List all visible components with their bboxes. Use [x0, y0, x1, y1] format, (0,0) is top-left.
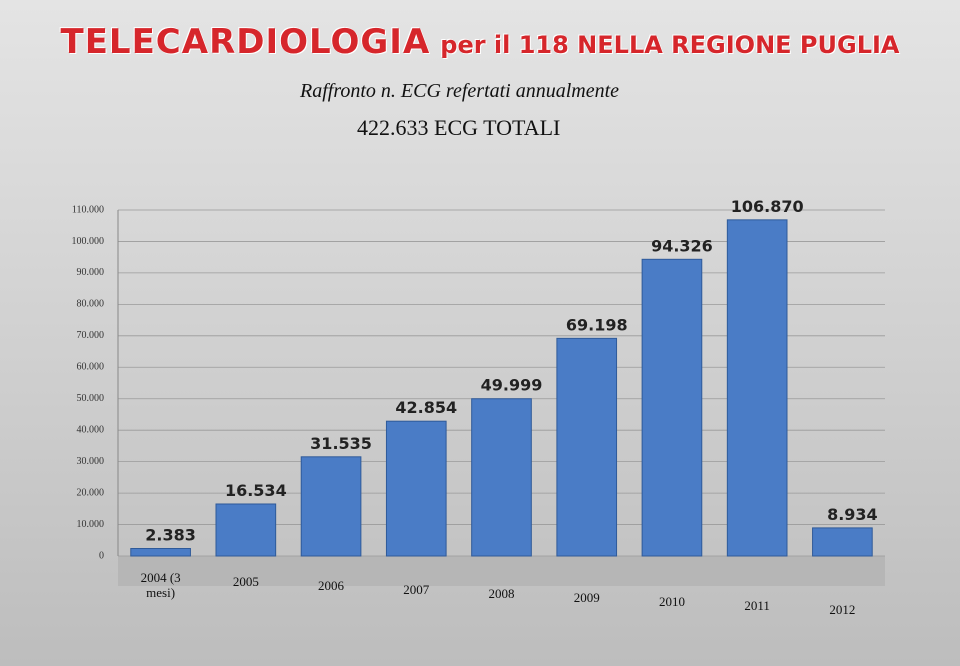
title-main: TELECARDIOLOGIA [60, 22, 431, 62]
x-tick-label: 2005 [232, 574, 259, 589]
y-tick-label: 60.000 [77, 362, 105, 373]
x-tick-label: 2008 [488, 586, 515, 601]
bar [471, 398, 532, 557]
y-tick-label: 90.000 [77, 267, 105, 278]
value-label: 69.198 [566, 315, 628, 334]
bar [215, 503, 277, 557]
bar [385, 420, 447, 557]
value-label: 8.934 [827, 505, 878, 524]
y-tick-label: 80.000 [77, 299, 105, 310]
y-tick-label: 100.000 [72, 236, 105, 247]
plot-floor [118, 556, 885, 586]
y-tick-label: 110.000 [72, 204, 104, 215]
x-tick-label: 2009 [573, 590, 600, 605]
bar [812, 527, 873, 557]
title-suffix: per il 118 NELLA REGIONE PUGLIA [440, 31, 900, 59]
x-tick-label: 2004 (3 mesi) [140, 570, 181, 600]
y-tick-label: 30.000 [77, 456, 105, 467]
bar [130, 548, 191, 557]
slide-title: TELECARDIOLOGIA per il 118 NELLA REGIONE … [0, 22, 960, 62]
value-label: 42.854 [395, 398, 457, 417]
x-tick-label: 2007 [403, 582, 430, 597]
subtitle: Raffronto n. ECG refertati annualmente [300, 80, 620, 102]
bar [726, 219, 788, 557]
y-tick-label: 40.000 [77, 424, 105, 435]
x-tick-label: 2011 [744, 598, 770, 613]
y-tick-label: 50.000 [77, 393, 105, 404]
bar [556, 337, 618, 557]
value-label: 94.326 [651, 236, 713, 255]
y-tick-label: 0 [99, 550, 104, 561]
total-label: 422.633 ECG TOTALI [357, 115, 561, 140]
bar [300, 456, 362, 557]
y-tick-label: 20.000 [77, 487, 105, 498]
value-label: 31.535 [310, 434, 372, 453]
value-label: 106.870 [731, 197, 804, 216]
x-tick-label: 2010 [658, 594, 685, 609]
x-tick-label: 2006 [318, 578, 345, 593]
bar [641, 258, 703, 557]
y-tick-label: 70.000 [77, 330, 105, 341]
value-label: 16.534 [225, 481, 287, 500]
y-tick-label: 10.000 [77, 519, 105, 530]
value-label: 2.383 [145, 526, 196, 545]
value-label: 49.999 [481, 376, 543, 395]
x-tick-label: 2012 [829, 602, 856, 617]
